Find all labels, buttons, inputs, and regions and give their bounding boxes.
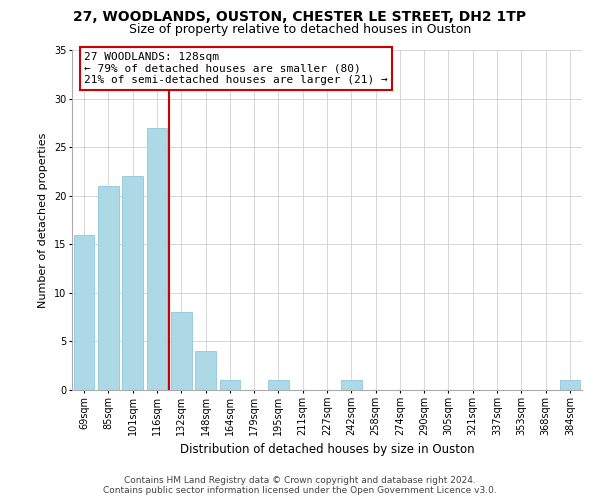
Bar (195, 351, 216, 390)
Bar (268, 380, 289, 390)
Bar (560, 380, 580, 390)
Bar (220, 380, 240, 390)
Bar (74, 234, 94, 390)
Bar (341, 380, 362, 390)
Text: 27 WOODLANDS: 128sqm
← 79% of detached houses are smaller (80)
21% of semi-detac: 27 WOODLANDS: 128sqm ← 79% of detached h… (84, 52, 388, 85)
Text: Contains HM Land Registry data © Crown copyright and database right 2024.
Contai: Contains HM Land Registry data © Crown c… (103, 476, 497, 495)
Bar (98, 186, 119, 390)
X-axis label: Distribution of detached houses by size in Ouston: Distribution of detached houses by size … (179, 444, 475, 456)
Bar (122, 176, 143, 390)
Bar (171, 312, 191, 390)
Text: 27, WOODLANDS, OUSTON, CHESTER LE STREET, DH2 1TP: 27, WOODLANDS, OUSTON, CHESTER LE STREET… (73, 10, 527, 24)
Y-axis label: Number of detached properties: Number of detached properties (38, 132, 49, 308)
Text: Size of property relative to detached houses in Ouston: Size of property relative to detached ho… (129, 22, 471, 36)
Bar (146, 128, 167, 390)
